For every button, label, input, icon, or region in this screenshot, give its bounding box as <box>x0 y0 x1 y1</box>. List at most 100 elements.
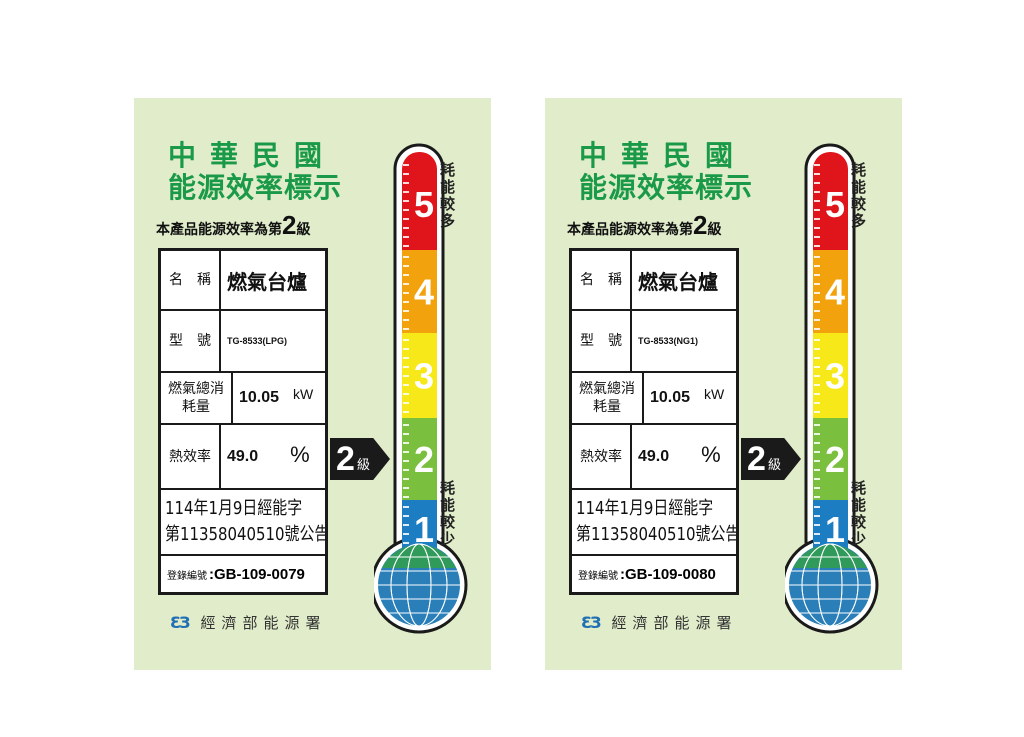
tick-mark <box>814 478 820 480</box>
scale-label-1: 1 <box>825 509 845 550</box>
energy-label: 中華民國 能源效率標示 本產品能源效率為第2級 名 稱 燃氣台爐 型 號 TG-… <box>545 98 902 670</box>
row-model: 型 號 TG-8533(NG1) <box>572 311 736 373</box>
scale-label-2: 2 <box>825 439 845 480</box>
consumption-value: 10.05 <box>650 389 691 406</box>
tick-mark <box>403 292 409 294</box>
grade-number: 2 <box>693 210 708 240</box>
tick-mark <box>814 348 820 350</box>
tick-mark <box>814 393 820 395</box>
tick-mark <box>814 424 820 426</box>
consumption-value: 10.05 <box>239 389 280 406</box>
tick-mark <box>403 375 409 377</box>
tick-mark <box>403 348 409 350</box>
tick-mark <box>814 218 820 220</box>
row-efficiency: 熱效率 49.0% <box>161 425 325 490</box>
tick-mark <box>814 542 820 544</box>
tick-mark <box>403 256 409 258</box>
tick-mark <box>403 319 409 321</box>
tick-mark <box>814 173 820 175</box>
tick-mark <box>403 393 409 395</box>
model-key: 型 號 <box>572 311 632 371</box>
tick-mark <box>814 533 820 535</box>
tick-mark <box>403 164 409 166</box>
tick-mark <box>403 339 409 341</box>
tick-mark <box>403 357 409 359</box>
scale-label-3: 3 <box>825 356 845 397</box>
tick-mark <box>403 274 409 276</box>
tick-mark <box>814 191 820 193</box>
tick-mark <box>814 487 820 489</box>
tick-mark <box>814 256 820 258</box>
scale-label-4: 4 <box>825 272 845 313</box>
spec-table: 名 稱 燃氣台爐 型 號 TG-8533(LPG) 燃氣總消耗量 10.05 kW… <box>158 248 328 595</box>
tick-mark <box>814 496 820 498</box>
consumption-key: 燃氣總消耗量 <box>161 373 233 423</box>
title-efficiency-label: 能源效率標示 <box>579 171 754 204</box>
pointer-grade-suffix: 級 <box>768 458 782 473</box>
tick-mark <box>814 524 820 526</box>
announcement-line2: 第11358040510號公告 <box>165 524 325 545</box>
tick-mark <box>814 515 820 517</box>
row-registration: 登錄編號:GB-109-0080 <box>572 556 736 592</box>
tick-mark <box>814 451 820 453</box>
tick-mark <box>403 496 409 498</box>
product-name: 燃氣台爐 <box>638 269 718 294</box>
grade-suffix: 級 <box>296 222 311 238</box>
scale-label-3: 3 <box>414 356 434 397</box>
tick-mark <box>403 328 409 330</box>
tick-mark <box>814 200 820 202</box>
efficiency-unit: % <box>290 441 310 467</box>
tick-mark <box>403 283 409 285</box>
globe-top <box>382 544 456 568</box>
tick-mark <box>814 433 820 435</box>
spec-table: 名 稱 燃氣台爐 型 號 TG-8533(NG1) 燃氣總消耗量 10.05 kW… <box>569 248 739 595</box>
grade-number: 2 <box>282 210 297 240</box>
tick-mark <box>403 384 409 386</box>
tick-mark <box>814 182 820 184</box>
agency: ƐЗ 經濟部能源署 <box>581 612 738 633</box>
grade-prefix: 本產品能源效率為第 <box>156 222 282 238</box>
tick-mark <box>403 469 409 471</box>
tick-mark <box>814 292 820 294</box>
reg-number: :GB-109-0080 <box>620 565 716 583</box>
tick-mark <box>403 487 409 489</box>
less-energy-text: 耗能較少 <box>440 479 456 548</box>
scale-segment-2 <box>813 418 848 500</box>
scale-label-1: 1 <box>414 509 434 550</box>
title-country: 中華民國 <box>579 139 748 172</box>
pointer-grade-number: 2 <box>747 440 766 478</box>
row-name: 名 稱 燃氣台爐 <box>572 251 736 311</box>
tick-mark <box>403 301 409 303</box>
tick-mark <box>403 236 409 238</box>
tick-mark <box>814 328 820 330</box>
tick-mark <box>814 236 820 238</box>
reg-key: 登錄編號 <box>167 570 207 582</box>
tick-mark <box>403 533 409 535</box>
tick-mark <box>403 478 409 480</box>
agency-name: 經濟部能源署 <box>611 614 738 632</box>
reg-number: :GB-109-0079 <box>209 565 305 583</box>
tick-mark <box>814 265 820 267</box>
model-key: 型 號 <box>161 311 221 371</box>
label-title: 中華民國 能源效率標示 <box>168 140 342 204</box>
announcement-line2: 第11358040510號公告 <box>576 524 736 545</box>
tick-mark <box>403 191 409 193</box>
announcement-line1: 114年1月9日經能字 <box>576 498 714 519</box>
tick-mark <box>814 245 820 247</box>
row-efficiency: 熱效率 49.0% <box>572 425 736 490</box>
tick-mark <box>814 274 820 276</box>
model-value: TG-8533(NG1) <box>638 336 699 346</box>
scale-label-2: 2 <box>414 439 434 480</box>
pointer-grade-number: 2 <box>336 440 355 478</box>
name-key: 名 稱 <box>572 251 632 309</box>
row-name: 名 稱 燃氣台爐 <box>161 251 325 311</box>
agency: ƐЗ 經濟部能源署 <box>170 612 327 633</box>
tick-mark <box>814 301 820 303</box>
scale-label-5: 5 <box>825 184 845 225</box>
tick-mark <box>814 319 820 321</box>
tick-mark <box>403 460 409 462</box>
tick-mark <box>403 506 409 508</box>
scale-label-5: 5 <box>414 184 434 225</box>
thermometer: 5 4 3 2 1 <box>785 143 879 634</box>
announcement: 114年1月9日經能字 第11358040510號公告 <box>572 490 736 556</box>
